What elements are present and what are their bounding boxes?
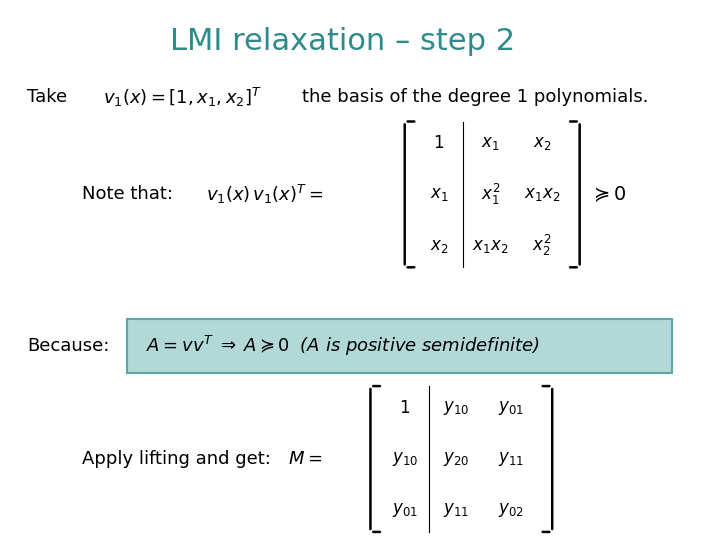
Text: $v_1(x) = [1, x_1, x_2]^T$: $v_1(x) = [1, x_1, x_2]^T$ (103, 86, 262, 109)
Text: Apply lifting and get:: Apply lifting and get: (82, 450, 271, 468)
Text: $y_{02}$: $y_{02}$ (498, 501, 524, 519)
Text: $1$: $1$ (399, 399, 410, 417)
Text: $x_1$: $x_1$ (430, 185, 449, 204)
Text: $v_1(x)\,v_1(x)^T = $: $v_1(x)\,v_1(x)^T = $ (206, 183, 323, 206)
Text: LMI relaxation – step 2: LMI relaxation – step 2 (171, 27, 516, 56)
Text: the basis of the degree 1 polynomials.: the basis of the degree 1 polynomials. (302, 88, 648, 106)
Text: $y_{11}$: $y_{11}$ (443, 501, 469, 519)
Text: Note that:: Note that: (82, 185, 174, 204)
Text: $y_{10}$: $y_{10}$ (443, 399, 469, 417)
Text: Take: Take (27, 88, 68, 106)
Text: $x_2^2$: $x_2^2$ (532, 233, 552, 258)
Text: $\succcurlyeq 0$: $\succcurlyeq 0$ (590, 184, 627, 205)
Text: $x_2$: $x_2$ (430, 237, 449, 255)
Text: $x_1 x_2$: $x_1 x_2$ (472, 237, 508, 255)
Text: $A = vv^T \;\Rightarrow\; A\succcurlyeq 0\;$ ($A$ is positive semidefinite): $A = vv^T \;\Rightarrow\; A\succcurlyeq … (146, 334, 540, 357)
Text: $x_1^2$: $x_1^2$ (481, 182, 500, 207)
Text: $x_1$: $x_1$ (481, 134, 500, 152)
Text: $y_{11}$: $y_{11}$ (498, 450, 524, 468)
Text: $1$: $1$ (433, 134, 444, 152)
FancyBboxPatch shape (127, 319, 672, 373)
Text: $y_{10}$: $y_{10}$ (392, 450, 418, 468)
Text: $y_{01}$: $y_{01}$ (498, 399, 524, 417)
Text: $M = $: $M = $ (288, 450, 323, 468)
Text: Because:: Because: (27, 336, 110, 355)
Text: $x_1 x_2$: $x_1 x_2$ (523, 185, 560, 204)
Text: $x_2$: $x_2$ (533, 134, 552, 152)
Text: $y_{01}$: $y_{01}$ (392, 501, 418, 519)
Text: $y_{20}$: $y_{20}$ (443, 450, 469, 468)
